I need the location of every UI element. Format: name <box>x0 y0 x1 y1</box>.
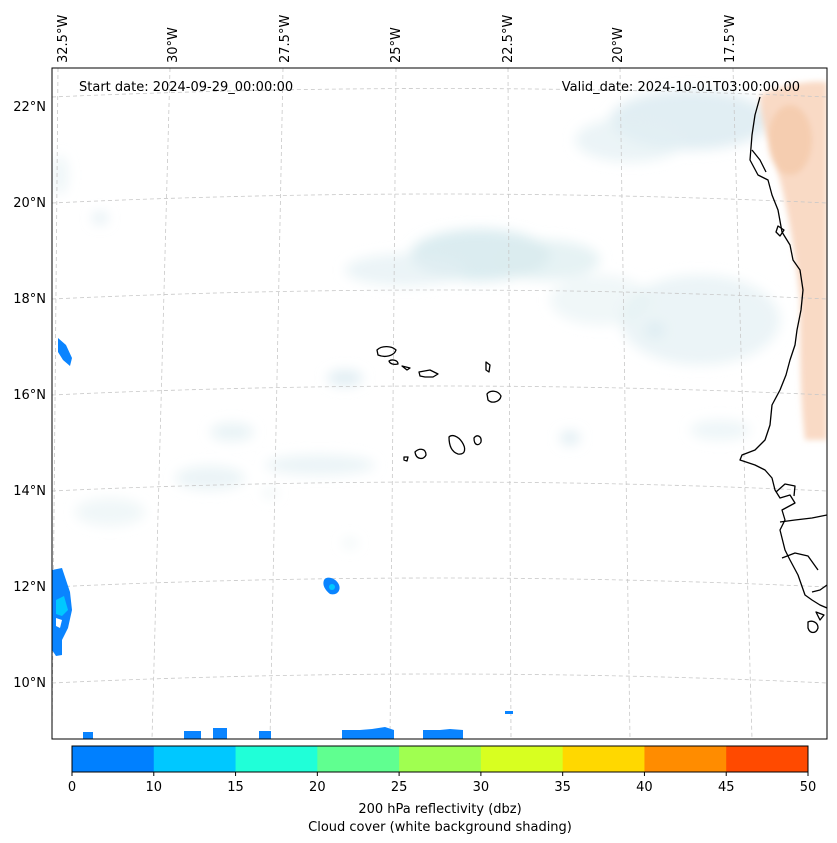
lon-label: 17.5°W <box>723 15 738 63</box>
colorbar-tick-label: 45 <box>718 780 735 795</box>
colorbar-swatch <box>317 746 400 772</box>
colorbar-ticks: 0 10 15 20 25 30 35 40 45 50 <box>68 772 816 795</box>
colorbar-swatch <box>480 746 564 772</box>
map-background <box>52 68 827 739</box>
start-date-label: Start date: 2024-09-29_00:00:00 <box>79 80 293 95</box>
colorbar-tick-label: 0 <box>68 780 76 795</box>
colorbar: 0 10 15 20 25 30 35 40 45 50 200 hPa reflectivity… <box>68 745 816 835</box>
colorbar-sublabel: Cloud cover (white background shading) <box>308 820 572 835</box>
colorbar-tick-label: 40 <box>636 780 653 795</box>
colorbar-tick-label: 25 <box>391 780 408 795</box>
lon-label: 30°W <box>166 27 181 63</box>
colorbar-tick-label: 35 <box>554 780 571 795</box>
lat-label: 18°N <box>13 292 46 307</box>
lat-label: 22°N <box>13 100 46 115</box>
lat-label: 20°N <box>13 196 46 211</box>
colorbar-swatch <box>644 746 727 772</box>
colorbar-swatch <box>562 746 645 772</box>
lon-label: 32.5°W <box>56 15 71 63</box>
cloud-cover-shading <box>52 90 780 548</box>
lat-label: 12°N <box>13 580 46 595</box>
colorbar-swatch <box>726 746 809 772</box>
colorbar-label: 200 hPa reflectivity (dbz) <box>358 802 521 817</box>
graticule <box>52 68 827 739</box>
lon-label: 20°W <box>611 27 626 63</box>
colorbar-tick-label: 50 <box>800 780 817 795</box>
colorbar-tick-label: 20 <box>309 780 326 795</box>
colorbar-tick-label: 10 <box>146 780 163 795</box>
colorbar-swatches <box>72 746 809 772</box>
lon-label: 22.5°W <box>501 15 516 63</box>
colorbar-swatch <box>399 746 482 772</box>
coastlines <box>376 96 827 634</box>
lat-label: 14°N <box>13 484 46 499</box>
lat-label: 16°N <box>13 388 46 403</box>
longitude-labels: 32.5°W 30°W 27.5°W 25°W 22.5°W 20°W 17.5… <box>56 15 738 63</box>
lon-label: 27.5°W <box>278 15 293 63</box>
valid-date-label: Valid_date: 2024-10-01T03:00:00.00 <box>562 80 800 95</box>
map-panel[interactable]: Start date: 2024-09-29_00:00:00 Valid_da… <box>52 68 827 739</box>
lon-label: 25°W <box>389 27 404 63</box>
warm-shading <box>760 81 827 440</box>
reflectivity-echoes <box>52 338 513 739</box>
map-frame <box>51 67 828 740</box>
colorbar-tick-label: 30 <box>473 780 490 795</box>
colorbar-frame <box>71 745 809 773</box>
colorbar-swatch <box>153 746 237 772</box>
colorbar-tick-label: 15 <box>227 780 244 795</box>
latitude-labels: 22°N 20°N 18°N 16°N 14°N 12°N 10°N <box>13 100 46 691</box>
lat-label: 10°N <box>13 676 46 691</box>
colorbar-swatch <box>235 746 318 772</box>
colorbar-swatch <box>72 746 155 772</box>
